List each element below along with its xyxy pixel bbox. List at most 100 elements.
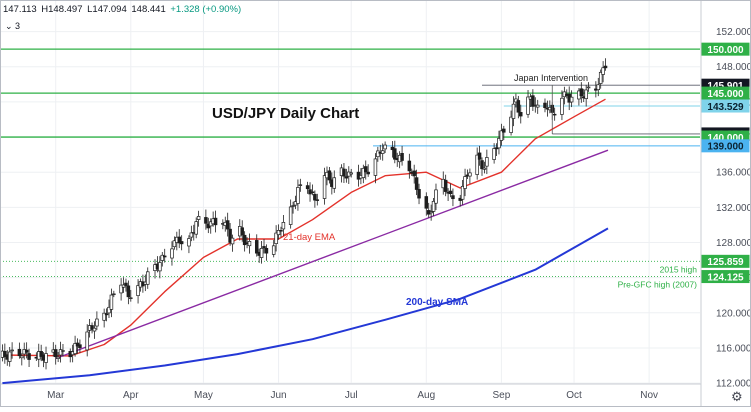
candle-body [262,246,266,249]
candle-body [296,187,300,204]
candle-body [460,185,465,200]
intervention-note: Japan Intervention [514,73,588,83]
candle-body [189,232,194,238]
y-tick-label: 132.000 [716,203,751,214]
candle-body [170,248,174,259]
x-tick-label: Mar [47,390,65,401]
series-line [55,149,609,360]
candle-body [172,240,177,248]
x-tick-label: Jul [345,390,358,401]
candle-body [482,167,487,170]
y-tick-label: 120.000 [716,308,751,319]
x-tick-label: Sep [492,390,510,401]
candle-body [225,220,230,230]
candle-body [376,150,380,158]
candle-body [584,89,588,100]
candle-body [531,95,535,107]
x-tick-label: Aug [417,390,435,401]
candle-body [543,102,547,108]
candle-body [274,232,278,244]
low-value: L147.094 [87,4,127,15]
close-value: 148.441 [131,4,166,15]
candle-body [475,154,479,175]
candle-body [477,152,482,160]
price-label-box [701,99,750,113]
y-tick-label: 148.000 [716,62,751,73]
candle-body [361,167,366,178]
candle-body [58,349,63,356]
x-tick-label: Nov [640,390,658,401]
ema-label: 21-day EMA [283,232,336,243]
candle-body [158,262,162,272]
candle-body [298,184,303,186]
candle-body [7,351,12,362]
candle-body [492,148,496,160]
candle-body [443,179,448,192]
price-label: 139.000 [707,142,744,153]
sma-label: 200-day SMA [406,297,468,308]
candle-body [322,175,327,199]
candle-body [136,285,140,296]
candle-body [162,255,167,258]
candle-body [107,306,111,314]
chart-title: USD/JPY Daily Chart [212,105,359,122]
candle-body [332,177,337,189]
price-label-box [701,270,750,284]
candle-body [196,216,201,220]
candle-body [53,349,58,358]
series-line [2,227,609,385]
y-tick-label: 112.000 [716,379,751,390]
candle-body [463,176,467,189]
candle-body [90,325,94,330]
y-tick-label: 116.000 [716,343,751,354]
candle-body [552,113,557,116]
price-label: 124.125 [707,272,744,283]
candle-body [601,67,605,75]
price-label-box [701,254,750,268]
candle-body [240,227,244,236]
candle-body [429,211,433,214]
candle-body [380,150,385,154]
candle-body [276,230,281,236]
price-label-box [701,86,750,100]
candle-body [511,103,516,119]
candle-body [519,112,523,117]
candle-body [119,284,123,294]
candle-body [56,356,60,359]
price-label: 145.000 [707,89,744,100]
candle-body [434,189,438,204]
candle-body [121,284,126,288]
candle-body [366,171,370,175]
candle-body [448,190,453,195]
candle-body [497,138,501,149]
candle-body [85,331,89,351]
x-tick-label: Apr [123,390,139,401]
candle-body [480,160,484,170]
price-label: 140.000 [707,133,744,144]
candle-body [73,343,77,355]
open-value: 147.113 [3,4,37,15]
candle-body [17,348,22,357]
candle-body [78,344,82,349]
candle-body [424,196,429,209]
candle-body [146,271,150,285]
candle-body [509,116,513,133]
candle-body [526,96,530,115]
candle-body [400,153,404,161]
candle-body [499,130,504,141]
y-tick-label: 152.000 [716,27,751,38]
series-line [2,98,606,357]
price-label-box [701,139,750,153]
candle-body [383,144,387,150]
candle-body [344,176,349,179]
candle-body [313,193,317,201]
legend-toggle[interactable]: ⌄ 3 [5,21,21,31]
candle-body [373,158,378,176]
change-value: +1.328 (+0.90%) [170,4,242,15]
gear-icon[interactable]: ⚙ [731,389,743,404]
candle-body [10,349,14,352]
candle-body [502,128,506,133]
candle-body [315,199,320,201]
